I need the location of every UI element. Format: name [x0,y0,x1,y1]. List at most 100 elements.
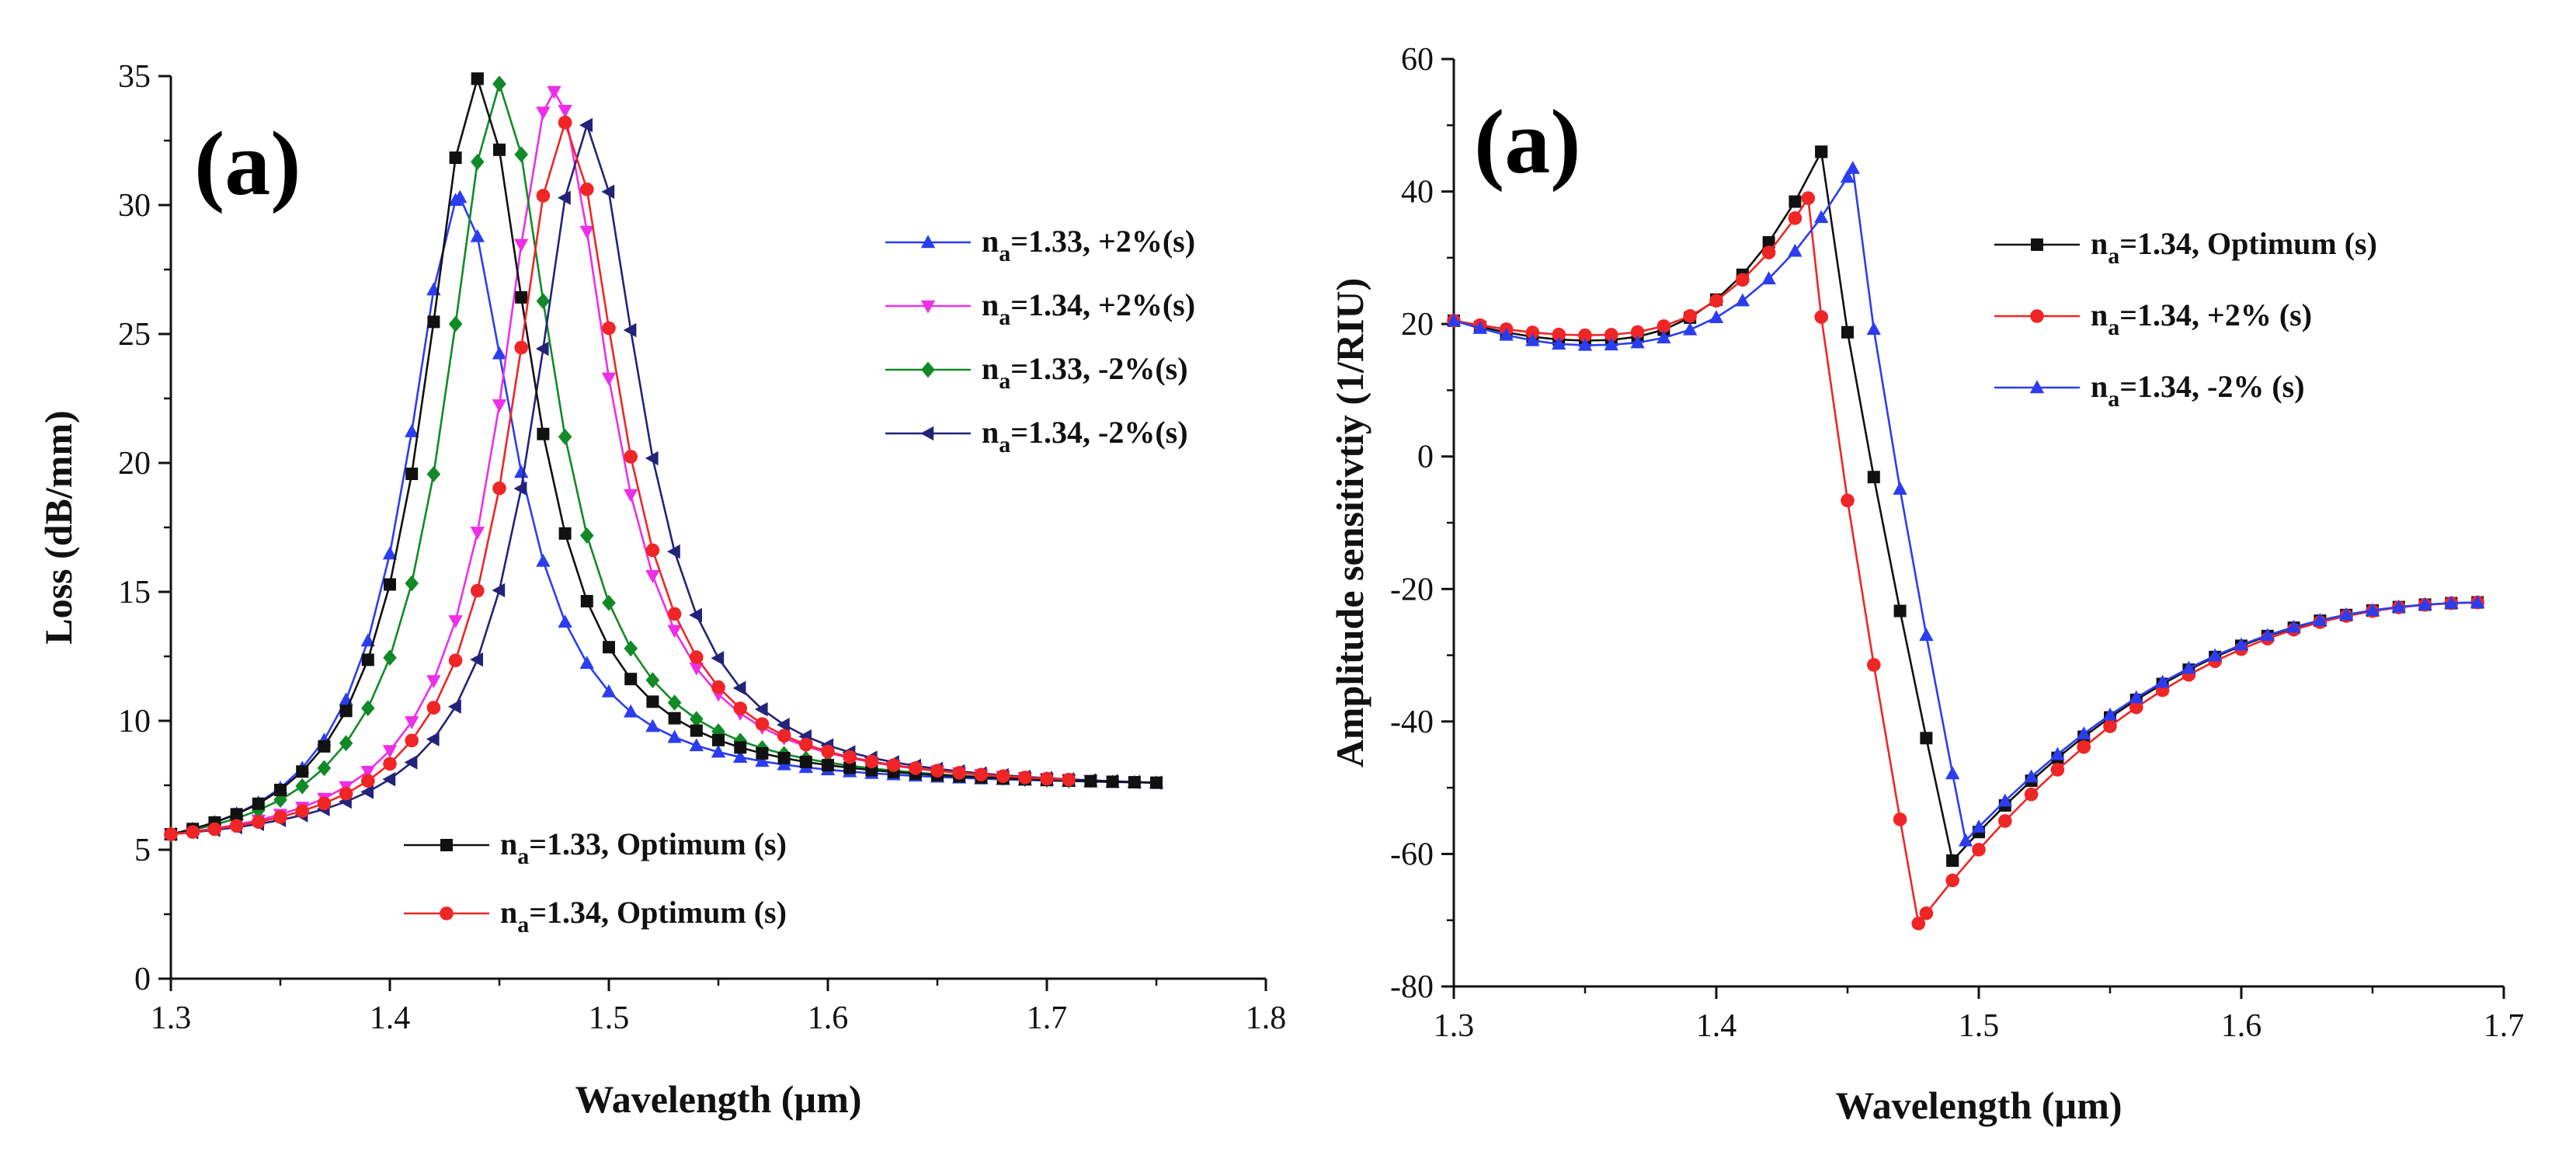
data-point [1630,335,1645,349]
legend-label: na=1.33, -2%(s) [982,351,1188,394]
data-point [405,468,419,481]
data-point [318,739,331,753]
series-3 [1446,161,2485,847]
data-point [382,745,398,759]
data-point [1577,337,1593,351]
data-point [493,143,506,156]
legend-top-right: na=1.34, Optimum (s) na=1.34, +2% (s) na=1… [1994,226,2377,412]
data-point [339,735,353,752]
data-point [1709,294,1723,308]
y-tick-label: 25 [118,317,151,353]
data-point [448,653,463,668]
data-point [1735,293,1750,307]
legend-label: na=1.34, Optimum (s) [500,895,787,938]
data-point [624,450,638,464]
data-point [689,607,702,623]
data-point [1018,771,1032,784]
data-point [667,729,682,743]
data-point [1920,732,1933,745]
data-point [2286,619,2301,633]
data-point [579,225,594,239]
data-point [624,704,638,718]
data-point [513,481,527,496]
data-point [645,543,660,558]
legend-item: na=1.33, Optimum (s) [404,826,787,869]
data-point [1919,628,1934,642]
y-tick-label: 0 [1417,440,1434,475]
data-point [690,650,704,664]
legend-label-rest: =1.33, +2%(s) [1010,224,1195,259]
data-point [536,553,551,567]
data-point [2024,769,2039,783]
data-point [602,594,616,611]
data-point [777,717,790,732]
data-point [2418,597,2432,611]
y-tick-label: 15 [118,575,151,611]
data-point [799,755,812,768]
data-point [1604,328,1618,342]
y-axis-title: Amplitude sensitivtiy (1/RIU) [1328,278,1371,768]
legend-item: na=1.34, +2% (s) [1994,297,2312,340]
x-tick-label: 1.6 [808,1000,849,1036]
data-point [295,804,310,818]
data-point [207,822,222,837]
data-point [711,744,726,758]
data-point [558,105,572,118]
data-point [601,684,617,698]
series-line [170,121,1157,836]
data-point [1683,308,1697,323]
data-point [667,544,680,559]
data-point [711,680,725,694]
data-point [756,746,769,760]
legend-label-rest: =1.34, Optimum (s) [529,895,787,930]
legend-label-rest: =1.33, Optimum (s) [529,826,787,861]
x-tick-label: 1.3 [1434,1008,1475,1044]
data-point [1998,814,2012,828]
data-point [536,189,551,203]
data-point [440,906,454,920]
data-point [514,146,528,163]
data-point [667,694,682,711]
legend-label-main: n [2091,226,2108,261]
data-point [624,640,638,657]
data-point [536,293,551,309]
data-point [361,774,375,788]
legend-label-sub: a [2108,243,2119,269]
data-point [405,733,419,748]
data-point [382,546,398,560]
data-point [404,755,418,770]
data-point [1815,145,1828,158]
data-point [252,815,266,829]
legend-label-sub: a [999,432,1010,457]
data-point [601,184,615,200]
data-point [821,744,835,759]
x-axis-title: Wavelength (µm) [1835,1084,2122,1127]
data-point [2365,603,2380,616]
data-point [2260,628,2275,642]
y-tick-label: 20 [118,446,151,482]
legend-label: na=1.34, -2% (s) [2091,369,2305,412]
data-point [2077,739,2091,754]
chart-panel-1: 1.3 1.4 1.5 1.6 1.7 1.8 0 5 10 15 20 25 30 35 Waveleng… [37,59,1286,1121]
data-point [799,737,813,752]
data-point [470,228,485,242]
data-point [1604,337,1618,351]
data-point [1552,336,1566,350]
legend-label-sub: a [999,241,1010,266]
data-point [1958,833,1973,847]
data-point [230,808,243,821]
data-point [2234,637,2249,651]
data-point [886,758,901,772]
data-point [843,750,857,764]
data-point [920,235,936,249]
legend-label: na=1.34, -2%(s) [982,415,1188,457]
data-point [996,769,1010,784]
y-tick-label: 0 [134,962,151,997]
series-line [170,196,1157,836]
series-line [1453,165,2478,844]
data-point [1814,210,1829,224]
legend-item: na=1.34, Optimum (s) [1994,226,2377,269]
x-tick-label: 1.6 [2221,1008,2262,1044]
data-point [339,704,353,718]
